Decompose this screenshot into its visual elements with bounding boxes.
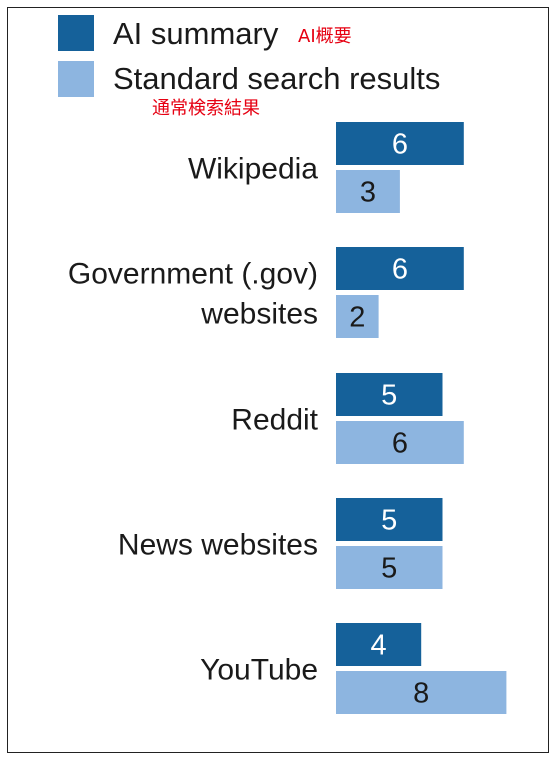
- legend-label-standard-results: Standard search results: [113, 61, 441, 96]
- bar-government-gov-websites-ai-summary: [336, 247, 464, 290]
- bar-reddit-standard-results: [336, 421, 464, 464]
- bar-wikipedia-standard-results: [336, 170, 400, 213]
- category-label-youtube: YouTube: [200, 654, 318, 687]
- category-label-reddit: Reddit: [231, 404, 318, 437]
- bar-news-websites-ai-summary: [336, 498, 443, 541]
- legend-swatch-standard-results: [58, 61, 94, 97]
- bar-reddit-ai-summary: [336, 373, 443, 416]
- bar-youtube-ai-summary: [336, 623, 422, 666]
- bar-news-websites-standard-results: [336, 546, 443, 589]
- legend-annotation-ai-summary-jp: AI概要: [298, 26, 352, 47]
- data-label-government-gov-websites-ai-summary: 6: [392, 254, 408, 286]
- category-label-news-websites: News websites: [118, 529, 318, 562]
- data-label-government-gov-websites-standard-results: 2: [349, 302, 365, 334]
- data-label-reddit-standard-results: 6: [392, 428, 408, 460]
- data-label-youtube-ai-summary: 4: [371, 630, 387, 662]
- legend-annotation-standard-results-jp: 通常検索結果: [152, 98, 260, 119]
- data-label-news-websites-ai-summary: 5: [381, 505, 397, 537]
- legend-swatch-ai-summary: [58, 15, 94, 51]
- data-label-reddit-ai-summary: 5: [381, 380, 397, 412]
- category-label-government-gov-websites-line-1: Government (.gov): [68, 258, 318, 291]
- data-label-wikipedia-standard-results: 3: [360, 177, 376, 209]
- bar-wikipedia-ai-summary: [336, 122, 464, 165]
- data-label-wikipedia-ai-summary: 6: [392, 129, 408, 161]
- data-label-youtube-standard-results: 8: [413, 678, 429, 710]
- category-label-government-gov-websites-line-2: websites: [200, 298, 318, 331]
- legend-label-ai-summary: AI summary: [113, 16, 279, 51]
- bar-government-gov-websites-standard-results: [336, 295, 379, 338]
- category-label-wikipedia: Wikipedia: [188, 153, 318, 186]
- bar-youtube-standard-results: [336, 671, 507, 714]
- data-label-news-websites-standard-results: 5: [381, 553, 397, 585]
